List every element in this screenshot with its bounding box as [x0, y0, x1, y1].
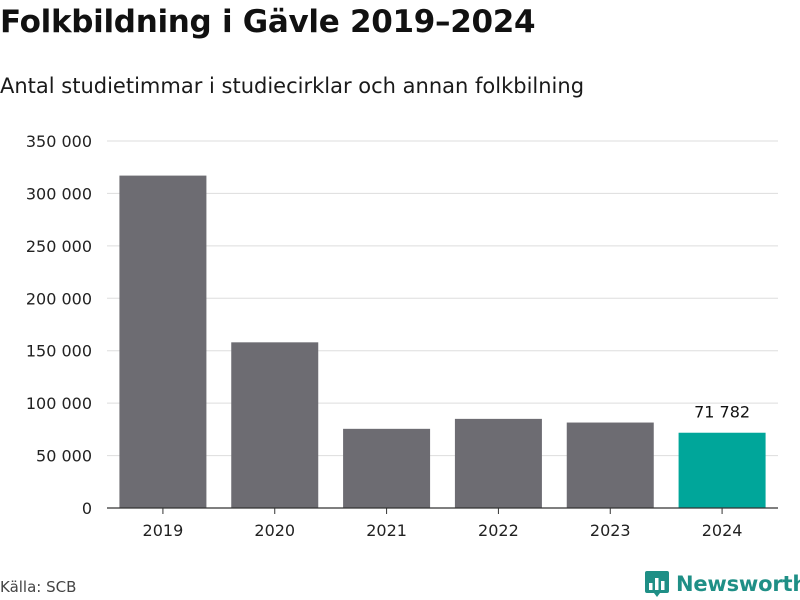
bar-2024 [678, 432, 766, 508]
y-tick-label: 200 000 [26, 289, 92, 308]
y-tick-label: 50 000 [36, 447, 92, 466]
bar-chart: 0 50 000 100 000 150 000 200 000 250 000 300 0… [26, 132, 778, 540]
x-tick-label: 2021 [366, 521, 407, 540]
y-tick-label: 350 000 [26, 132, 92, 151]
y-tick-label: 100 000 [26, 394, 92, 413]
bar-2020 [231, 342, 319, 508]
brand-name: Newsworthy [676, 572, 800, 596]
data-label-2024: 71 782 [694, 403, 750, 422]
bar-2021 [343, 428, 431, 508]
brand-logo: Newsworthy [644, 569, 800, 599]
x-tick-label: 2019 [143, 521, 184, 540]
y-tick-label: 150 000 [26, 342, 92, 361]
y-tick-label: 300 000 [26, 184, 92, 203]
x-tick-label: 2020 [254, 521, 295, 540]
x-tick-label: 2024 [702, 521, 743, 540]
bar-2023 [566, 422, 654, 508]
x-tick-label: 2022 [478, 521, 519, 540]
bar-chart-speech-icon [645, 571, 669, 597]
y-tick-label: 0 [82, 499, 92, 518]
source-note: Källa: SCB [0, 578, 77, 596]
bar-2022 [454, 418, 542, 508]
x-tick-label: 2023 [590, 521, 631, 540]
chart-title: Folkbildning i Gävle 2019–2024 [0, 4, 536, 40]
y-tick-label: 250 000 [26, 237, 92, 256]
bar-2019 [119, 175, 207, 509]
chart-subtitle: Antal studietimmar i studiecirklar och a… [0, 74, 585, 98]
